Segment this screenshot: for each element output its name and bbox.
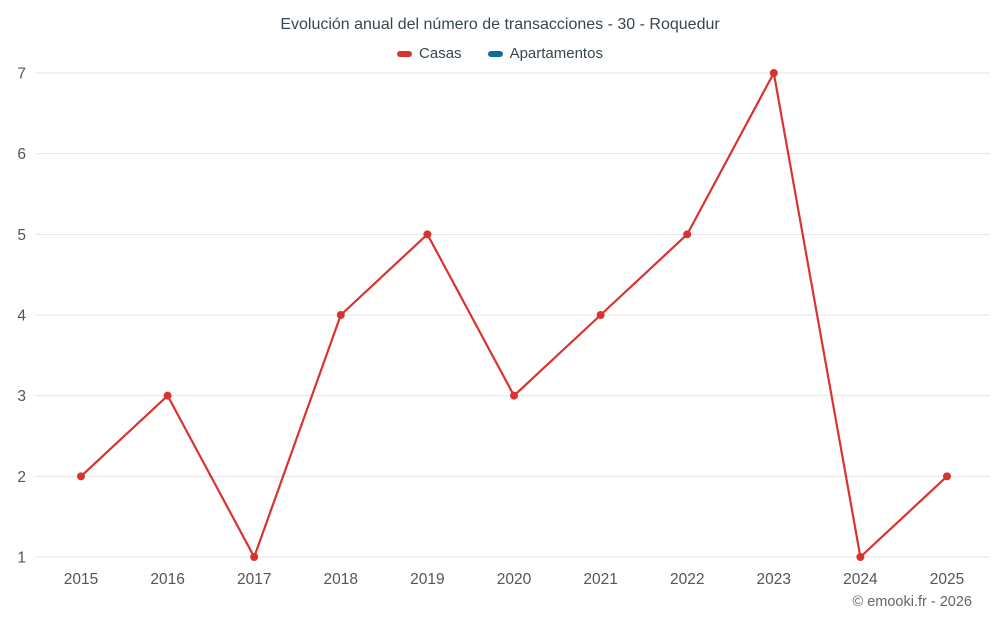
y-tick-label: 1 bbox=[17, 550, 26, 567]
x-tick-label: 2018 bbox=[324, 571, 358, 588]
x-tick-label: 2024 bbox=[843, 571, 878, 588]
y-tick-label: 3 bbox=[17, 388, 26, 405]
y-tick-label: 6 bbox=[17, 146, 26, 163]
y-tick-label: 4 bbox=[17, 308, 26, 325]
casas-data-point[interactable] bbox=[769, 69, 778, 77]
legend: Casas Apartamentos bbox=[0, 45, 1000, 62]
y-tick-label: 7 bbox=[17, 66, 26, 83]
x-tick-label: 2015 bbox=[64, 571, 98, 588]
y-tick-label: 5 bbox=[17, 227, 26, 244]
y-tick-label: 2 bbox=[17, 469, 26, 486]
casas-data-point[interactable] bbox=[250, 553, 259, 561]
casas-data-point[interactable] bbox=[77, 472, 85, 481]
x-tick-label: 2019 bbox=[410, 571, 444, 588]
x-tick-label: 2020 bbox=[497, 571, 532, 588]
x-tick-label: 2016 bbox=[150, 571, 184, 588]
casas-data-point[interactable] bbox=[423, 230, 432, 239]
x-tick-label: 2021 bbox=[583, 571, 617, 588]
casas-data-point[interactable] bbox=[163, 391, 172, 400]
x-tick-label: 2023 bbox=[757, 571, 791, 588]
casas-legend-swatch-icon bbox=[397, 50, 413, 57]
casas-data-point[interactable] bbox=[683, 230, 692, 239]
legend-label-apartamentos: Apartamentos bbox=[509, 45, 603, 62]
casas-data-point[interactable] bbox=[856, 553, 865, 561]
casas-data-point[interactable] bbox=[943, 472, 951, 481]
footer-credit: © emooki.fr - 2026 bbox=[852, 594, 972, 610]
casas-data-point[interactable] bbox=[336, 311, 345, 319]
x-tick-label: 2017 bbox=[237, 571, 271, 588]
casas-data-point[interactable] bbox=[596, 311, 605, 319]
legend-item-casas[interactable]: Casas bbox=[397, 45, 462, 62]
x-tick-label: 2022 bbox=[670, 571, 704, 588]
apartamentos-legend-swatch-icon bbox=[487, 50, 503, 57]
x-tick-label: 2025 bbox=[930, 571, 964, 588]
casas-data-point[interactable] bbox=[510, 391, 518, 400]
legend-label-casas: Casas bbox=[419, 45, 462, 62]
legend-item-apartamentos[interactable]: Apartamentos bbox=[487, 45, 603, 62]
chart-title: Evolución anual del número de transaccio… bbox=[280, 16, 720, 33]
